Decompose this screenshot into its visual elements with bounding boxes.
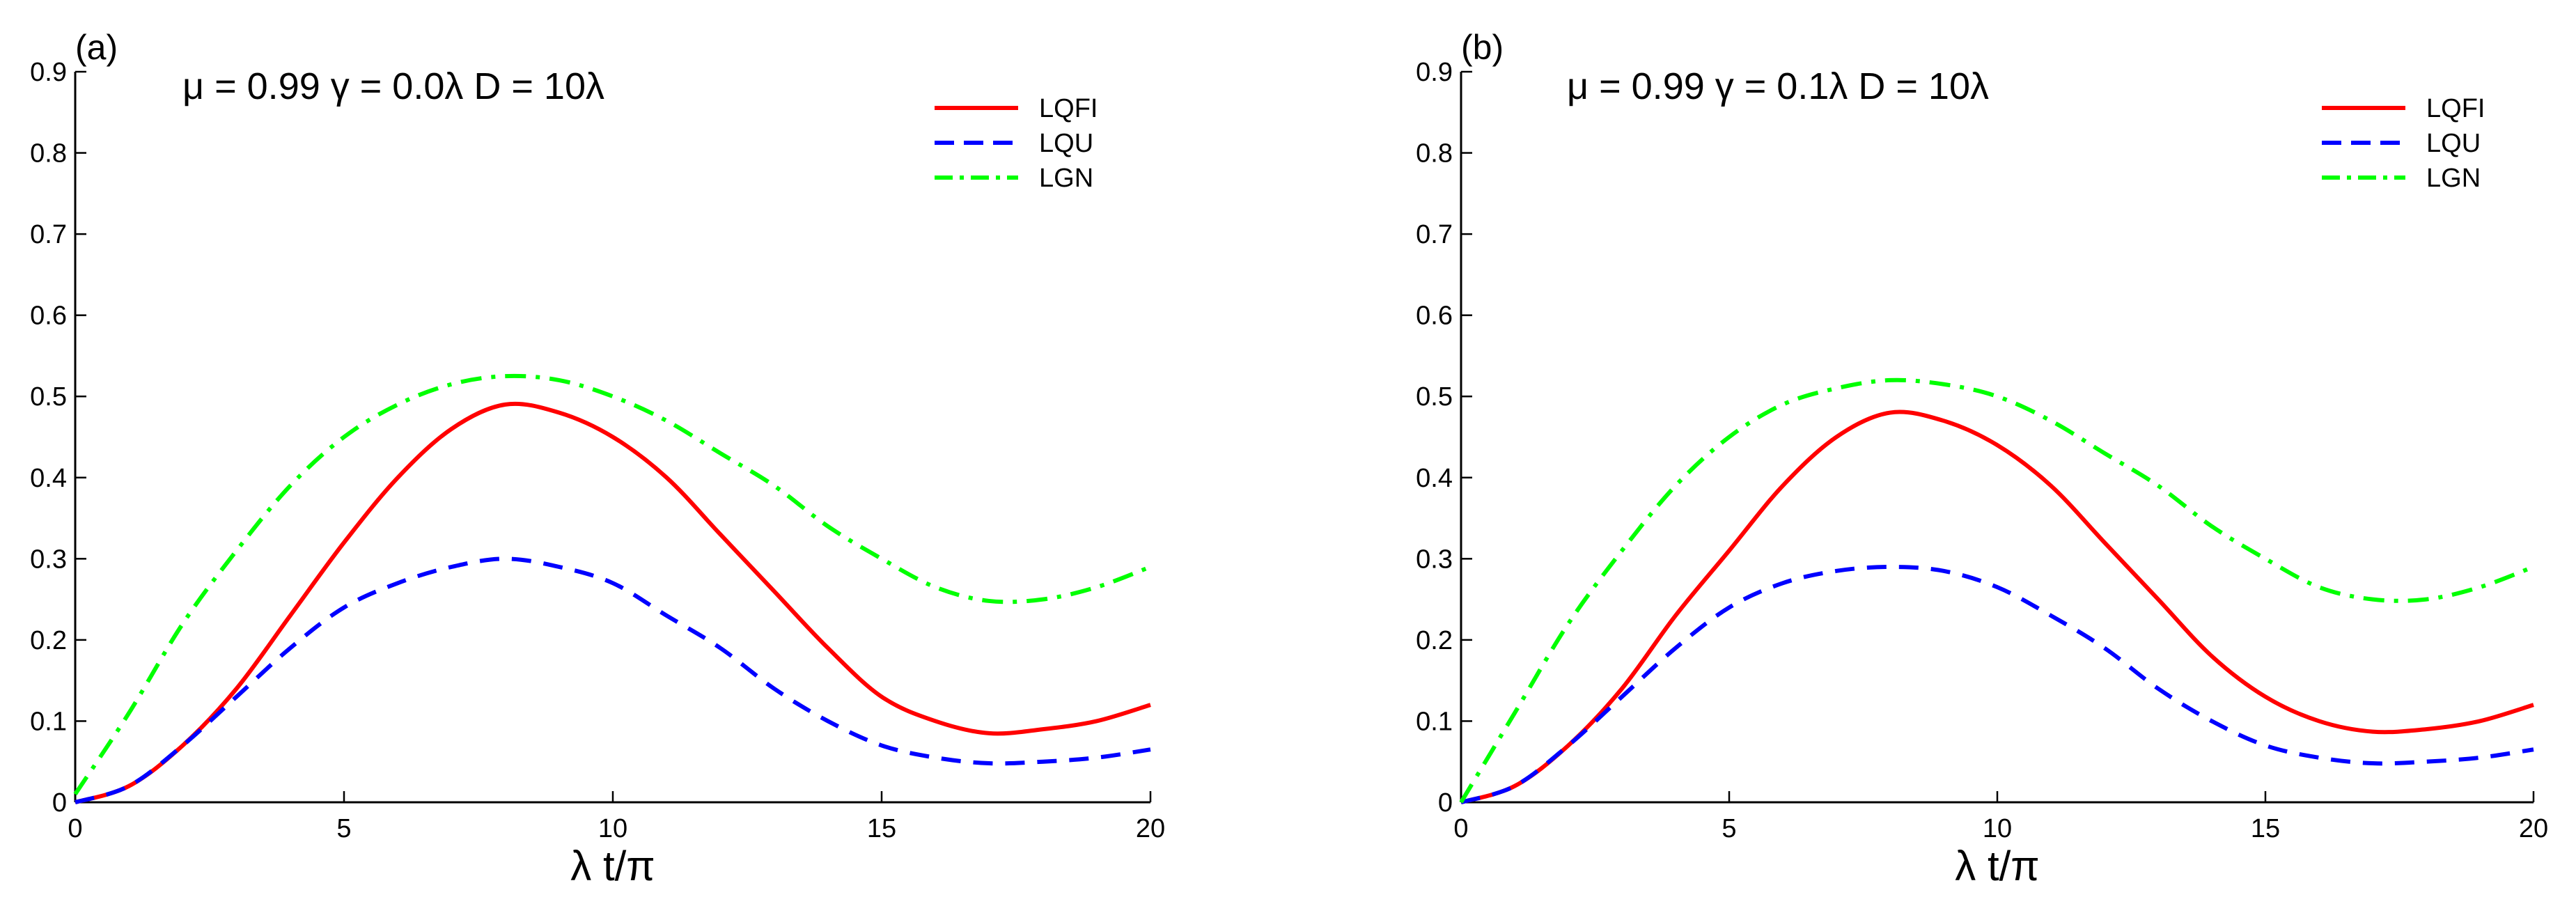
- y-tick-label: 0.9: [30, 58, 67, 87]
- legend-label: LQU: [2426, 129, 2481, 158]
- y-tick-label: 0.4: [30, 464, 67, 493]
- chart-title: μ = 0.99 γ = 0.0λ D = 10λ: [182, 65, 604, 107]
- y-tick-label: 0.5: [1416, 382, 1453, 412]
- x-tick-label: 20: [1136, 814, 1165, 843]
- panel-label: (b): [1461, 28, 1504, 67]
- y-tick-label: 0.6: [30, 302, 67, 331]
- y-tick-label: 0.9: [1416, 58, 1453, 87]
- panel-label: (a): [75, 28, 118, 67]
- y-tick-label: 0.5: [30, 382, 67, 412]
- x-axis-label: λ t/π: [570, 843, 655, 889]
- legend-label: LQFI: [1039, 94, 1098, 123]
- chart-title: μ = 0.99 γ = 0.1λ D = 10λ: [1567, 65, 1989, 107]
- y-tick-label: 0.1: [1416, 707, 1453, 736]
- y-tick-label: 0: [52, 788, 67, 818]
- legend-label: LGN: [1039, 164, 1093, 193]
- series-line-lqfi: [1460, 409, 2534, 804]
- x-tick-label: 0: [68, 814, 82, 843]
- y-tick-label: 0.2: [30, 626, 67, 655]
- x-tick-label: 0: [1453, 814, 1468, 843]
- x-tick-label: 5: [336, 814, 351, 843]
- x-tick-label: 20: [2519, 814, 2548, 843]
- legend-label: LGN: [2426, 164, 2481, 193]
- y-tick-label: 0.3: [30, 545, 67, 574]
- x-tick-label: 5: [1722, 814, 1736, 843]
- y-tick-label: 0: [1438, 788, 1453, 818]
- series-line-lgn: [1459, 377, 2535, 804]
- x-tick-label: 10: [598, 814, 627, 843]
- y-tick-label: 0.7: [30, 220, 67, 249]
- x-tick-label: 15: [867, 814, 896, 843]
- y-tick-label: 0.2: [1416, 626, 1453, 655]
- legend-label: LQFI: [2426, 94, 2485, 123]
- series-line-lqu: [1460, 564, 2534, 804]
- y-tick-label: 0.8: [1416, 139, 1453, 169]
- y-tick-label: 0.7: [1416, 220, 1453, 249]
- y-tick-label: 0.3: [1416, 545, 1453, 574]
- chart-panel-b: 0 0.1 0.2 0.3 0.4 0.5 0.6 0.7 0.8 0.9 0 5 10 15 20 λ t/…: [1416, 28, 2548, 889]
- y-tick-label: 0.6: [1416, 302, 1453, 331]
- series-line-lgn: [73, 373, 1152, 795]
- y-tick-label: 0.8: [30, 139, 67, 169]
- series-line-lqfi: [75, 401, 1151, 804]
- legend-label: LQU: [1039, 129, 1093, 158]
- x-axis-label: λ t/π: [1955, 843, 2039, 889]
- x-tick-label: 10: [1983, 814, 2012, 843]
- x-tick-label: 15: [2251, 814, 2280, 843]
- y-tick-label: 0.1: [30, 707, 67, 736]
- y-tick-label: 0.4: [1416, 464, 1453, 493]
- chart-panel-a: 0 0.1 0.2 0.3 0.4 0.5 0.6 0.7 0.8 0.9 0 5 10 15 20 λ t/…: [30, 28, 1165, 889]
- series-line-lqu: [75, 556, 1151, 804]
